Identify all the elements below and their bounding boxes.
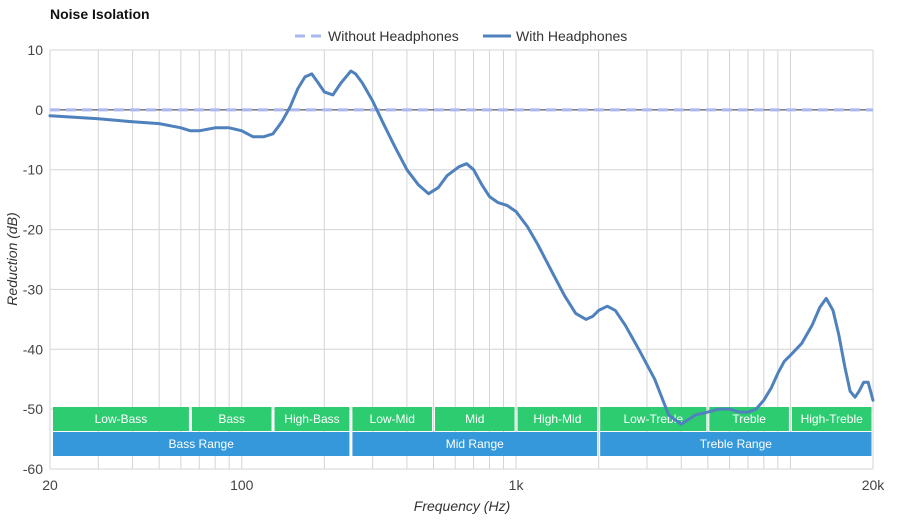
y-tick-label: -50 — [23, 401, 43, 417]
legend-entry: With Headphones — [516, 28, 627, 44]
y-axis-label: Reduction (dB) — [4, 212, 20, 305]
range-band — [791, 407, 872, 431]
x-tick-label: 20k — [862, 477, 886, 493]
range-band-label: Mid — [465, 412, 484, 426]
y-tick-label: -30 — [23, 281, 43, 297]
range-band — [517, 407, 598, 431]
range-group — [352, 432, 598, 456]
range-band — [274, 407, 350, 431]
y-tick-label: 10 — [27, 42, 43, 58]
legend: Without Headphones With Headphones — [295, 28, 627, 44]
series-lines — [48, 69, 875, 426]
x-tick-label: 1k — [509, 477, 525, 493]
range-group — [600, 432, 872, 456]
range-band-label: Low-Mid — [370, 412, 415, 426]
range-band-label: Bass — [218, 412, 245, 426]
range-band-label: Low-Bass — [95, 412, 148, 426]
y-tick-label: -10 — [23, 162, 43, 178]
x-axis-label: Frequency (Hz) — [414, 498, 510, 514]
range-band-label: High-Treble — [801, 412, 864, 426]
y-tick-label: -40 — [23, 341, 43, 357]
range-group-label: Bass Range — [169, 437, 235, 451]
range-group — [53, 432, 350, 456]
chart-title: Noise Isolation — [50, 6, 150, 22]
y-tick-label: 0 — [35, 102, 43, 118]
range-group-label: Mid Range — [446, 437, 504, 451]
range-band-label: Treble — [732, 412, 766, 426]
range-band — [191, 407, 272, 431]
range-band — [352, 407, 433, 431]
range-band — [53, 407, 189, 431]
x-tick-label: 100 — [230, 477, 254, 493]
range-bands: Low-Bass Bass High-Bass Low-Mid Mid High-Mid L… — [53, 407, 872, 456]
y-tick-label: -20 — [23, 222, 43, 238]
legend-entry: Without Headphones — [328, 28, 459, 44]
range-band-label: High-Bass — [284, 412, 339, 426]
range-band-label: High-Mid — [533, 412, 581, 426]
y-tick-label: -60 — [23, 461, 43, 477]
range-group-label: Treble Range — [700, 437, 773, 451]
x-tick-label: 20 — [42, 477, 58, 493]
range-band — [435, 407, 515, 431]
grid — [49, 49, 874, 470]
series-line — [48, 69, 875, 426]
